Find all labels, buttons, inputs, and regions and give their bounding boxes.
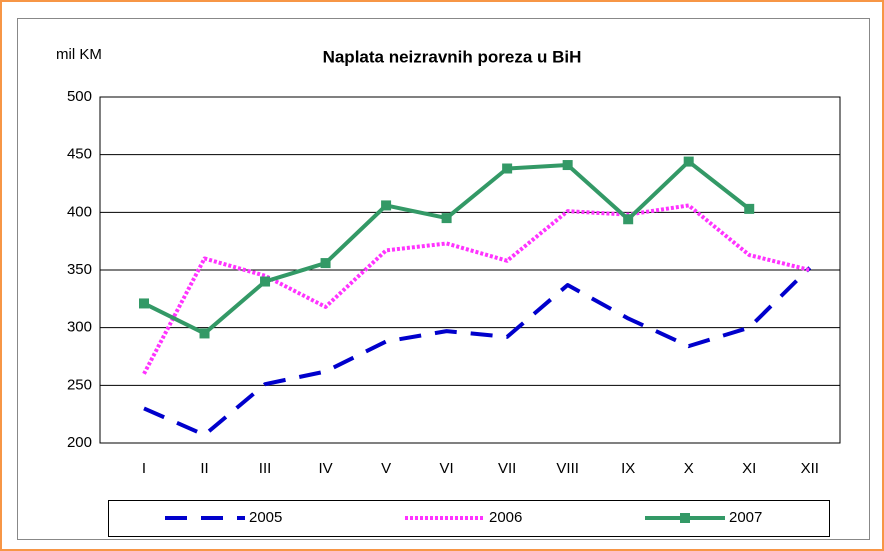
point-marker — [744, 203, 755, 214]
point-marker — [502, 163, 513, 174]
y-tick-label: 500 — [67, 88, 92, 105]
point-marker — [441, 213, 452, 224]
legend-box — [108, 500, 830, 537]
legend-label: 2005 — [249, 509, 282, 526]
x-tick-label: II — [200, 460, 208, 477]
point-marker — [381, 200, 392, 211]
point-marker — [260, 276, 271, 287]
x-tick-label: IV — [318, 460, 332, 477]
y-tick-label: 450 — [67, 146, 92, 163]
x-tick-label: III — [259, 460, 272, 477]
x-tick-label: VI — [440, 460, 454, 477]
chart-title: Naplata neizravnih poreza u BiH — [323, 47, 582, 66]
series-line — [142, 203, 811, 375]
y-tick-label: 200 — [67, 434, 92, 451]
series-line — [143, 266, 812, 437]
point-marker — [199, 328, 210, 339]
x-tick-label: X — [684, 460, 694, 477]
x-tick-label: V — [381, 460, 391, 477]
y-tick-label: 250 — [67, 376, 92, 393]
chart-frame — [17, 18, 870, 540]
y-axis-label: mil KM — [56, 46, 102, 63]
x-tick-label: VIII — [556, 460, 579, 477]
y-tick-label: 300 — [67, 319, 92, 336]
legend-label: 2006 — [489, 509, 522, 526]
x-tick-label: XII — [801, 460, 819, 477]
legend-label: 2007 — [729, 509, 762, 526]
x-tick-label: VII — [498, 460, 516, 477]
point-marker — [562, 160, 573, 171]
legend-marker — [680, 513, 690, 523]
x-tick-label: I — [142, 460, 146, 477]
y-tick-label: 400 — [67, 203, 92, 220]
point-marker — [320, 258, 331, 269]
x-tick-label: IX — [621, 460, 635, 477]
point-marker — [139, 298, 149, 309]
point-marker — [623, 214, 634, 225]
y-tick-label: 350 — [67, 261, 92, 278]
x-tick-label: XI — [742, 460, 756, 477]
plot-frame — [99, 96, 841, 444]
point-marker — [683, 156, 694, 167]
